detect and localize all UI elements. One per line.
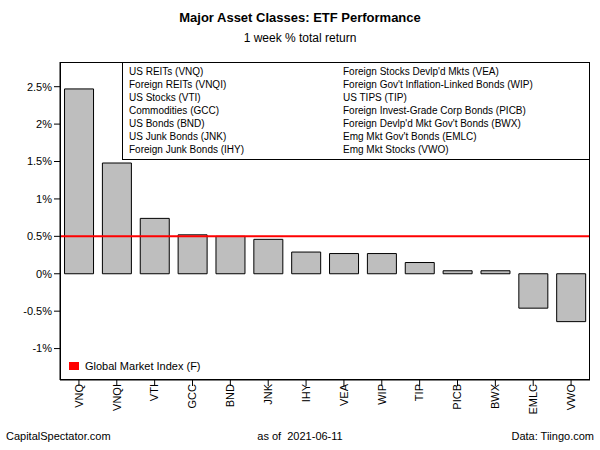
- svg-text:-0.5%: -0.5%: [23, 305, 52, 317]
- svg-text:WIP: WIP: [376, 384, 388, 405]
- html-text:US Junk Bonds (JNK): US Junk Bonds (JNK): [129, 131, 227, 142]
- svg-text:PICB: PICB: [451, 384, 463, 410]
- html-text:Emg Mkt Stocks (VWO): Emg Mkt Stocks (VWO): [343, 144, 449, 155]
- html-text:US TIPS (TIP): US TIPS (TIP): [343, 92, 407, 103]
- svg-text:GCC: GCC: [186, 384, 198, 409]
- svg-text:TIP: TIP: [413, 384, 425, 401]
- svg-text:EMLC: EMLC: [527, 384, 539, 415]
- html-text:Emg Mkt Gov't Bonds (EMLC): Emg Mkt Gov't Bonds (EMLC): [343, 131, 477, 142]
- html-text:Foreign Invest-Grade Corp Bond: Foreign Invest-Grade Corp Bonds (PICB): [343, 105, 526, 116]
- svg-text:VTI: VTI: [148, 384, 160, 401]
- html-text:Data: Tiingo.com: Data: Tiingo.com: [511, 430, 594, 442]
- html-text:Foreign REITs (VNQI): Foreign REITs (VNQI): [129, 79, 227, 90]
- svg-text:0%: 0%: [36, 268, 52, 280]
- html-text:US Stocks (VTI): US Stocks (VTI): [129, 92, 201, 103]
- html-text:Foreign Gov't Inflation-Linked: Foreign Gov't Inflation-Linked Bonds (WI…: [343, 79, 533, 90]
- svg-text:VWO: VWO: [565, 384, 577, 411]
- html-text:CapitalSpectator.com: CapitalSpectator.com: [6, 430, 111, 442]
- svg-text:-1%: -1%: [32, 342, 52, 354]
- html-text:Foreign Junk Bonds (IHY): Foreign Junk Bonds (IHY): [129, 144, 245, 155]
- html-text:US Bonds (BND): US Bonds (BND): [129, 118, 205, 129]
- svg-text:VNQI: VNQI: [111, 384, 123, 411]
- html-text:1 week % total return: 1 week % total return: [243, 31, 357, 45]
- svg-text:2%: 2%: [36, 118, 52, 130]
- svg-text:JNK: JNK: [262, 383, 274, 404]
- html-text:Commodities (GCC): Commodities (GCC): [129, 105, 219, 116]
- svg-text:0.5%: 0.5%: [27, 230, 52, 242]
- svg-text:BWX: BWX: [489, 383, 501, 409]
- html-text:Foreign Stocks Devlp'd Mkts (V: Foreign Stocks Devlp'd Mkts (VEA): [343, 66, 499, 77]
- svg-text:2.5%: 2.5%: [27, 81, 52, 93]
- html-text:Global Market Index (F): Global Market Index (F): [85, 360, 201, 372]
- svg-text:BND: BND: [224, 384, 236, 407]
- svg-text:VNQ: VNQ: [73, 384, 85, 408]
- svg-text:IHY: IHY: [300, 383, 312, 402]
- html-text:as of 2021-06-11: as of 2021-06-11: [257, 430, 343, 442]
- html-text:Major Asset Classes: ETF Perfo: Major Asset Classes: ETF Performance: [179, 10, 421, 25]
- svg-text:VEA: VEA: [338, 383, 350, 406]
- html-text:Foreign Devlp'd Mkt Gov't Bond: Foreign Devlp'd Mkt Gov't Bonds (BWX): [343, 118, 521, 129]
- html-text:US REITs (VNQ): US REITs (VNQ): [129, 66, 204, 77]
- svg-text:1.5%: 1.5%: [27, 155, 52, 167]
- svg-text:1%: 1%: [36, 193, 52, 205]
